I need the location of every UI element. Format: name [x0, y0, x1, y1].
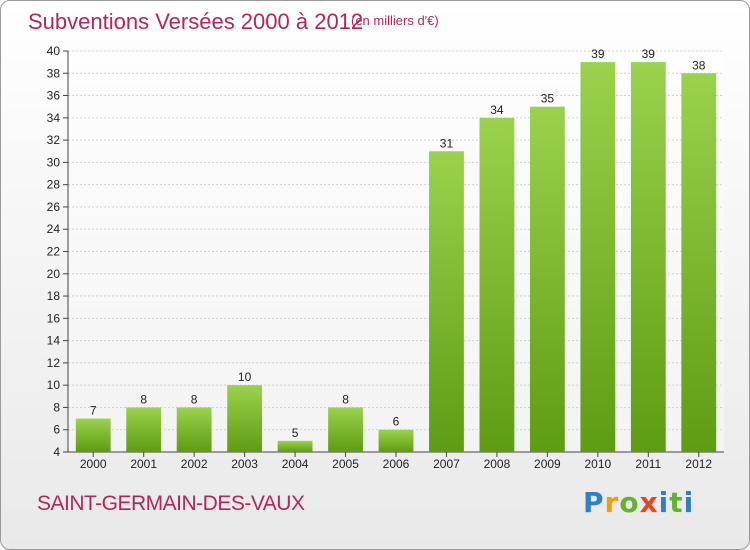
bar	[176, 407, 212, 452]
y-tick-label: 16	[47, 311, 61, 325]
data-label: 39	[642, 47, 656, 61]
y-tick-label: 26	[47, 200, 61, 214]
bar	[227, 385, 263, 452]
y-tick-label: 18	[47, 289, 61, 303]
data-label: 31	[440, 136, 454, 150]
y-tick-label: 20	[47, 267, 61, 281]
x-tick-label: 2003	[231, 457, 258, 471]
bar	[277, 440, 313, 452]
bar	[580, 62, 616, 453]
unit-note: (en milliers d'€)	[351, 13, 439, 28]
x-tick-label: 2008	[484, 457, 511, 471]
x-tick-label: 2007	[433, 457, 460, 471]
logo-letter: i	[658, 486, 670, 519]
bar	[378, 429, 414, 452]
x-tick-label: 2009	[534, 457, 561, 471]
chart-title: Subventions Versées 2000 à 2012	[28, 9, 364, 34]
data-label: 8	[191, 392, 198, 406]
x-tick-label: 2006	[383, 457, 410, 471]
logo-letter: t	[669, 486, 684, 519]
x-tick-label: 2012	[685, 457, 712, 471]
bar	[126, 407, 162, 452]
logo-letter: i	[683, 486, 695, 519]
data-label: 6	[393, 415, 400, 429]
y-tick-label: 32	[47, 133, 61, 147]
bar	[630, 62, 666, 453]
data-label: 5	[292, 426, 299, 440]
y-tick-label: 12	[47, 356, 61, 370]
logo-letter: o	[619, 486, 640, 519]
logo-letter: x	[639, 486, 659, 519]
y-tick-label: 24	[47, 222, 61, 236]
bar	[479, 117, 515, 452]
logo-letter: P	[583, 486, 605, 519]
y-tick-label: 28	[47, 178, 61, 192]
bar	[529, 106, 565, 452]
proxiti-logo: Proxiti	[583, 486, 694, 519]
y-tick-label: 6	[53, 423, 60, 437]
y-tick-label: 10	[47, 378, 61, 392]
y-tick-label: 36	[47, 89, 61, 103]
y-tick-label: 38	[47, 66, 61, 80]
x-tick-label: 2004	[282, 457, 309, 471]
x-tick-label: 2000	[80, 457, 107, 471]
x-tick-label: 2010	[584, 457, 611, 471]
y-tick-label: 34	[47, 111, 61, 125]
data-label: 8	[140, 392, 147, 406]
x-tick-label: 2002	[181, 457, 208, 471]
y-tick-label: 8	[53, 400, 60, 414]
x-tick-label: 2001	[130, 457, 157, 471]
bar	[328, 407, 363, 452]
data-label: 35	[541, 92, 555, 106]
y-tick-label: 14	[47, 334, 61, 348]
data-label: 10	[238, 370, 252, 384]
data-label: 38	[692, 58, 706, 72]
x-tick-label: 2005	[332, 457, 359, 471]
x-tick-label: 2011	[635, 457, 661, 471]
y-tick-label: 4	[53, 445, 60, 459]
data-label: 39	[591, 47, 605, 61]
commune-name: SAINT-GERMAIN-DES-VAUX	[37, 492, 305, 515]
y-tick-label: 30	[47, 155, 61, 169]
bar	[429, 151, 464, 452]
bar	[75, 418, 111, 452]
data-label: 34	[490, 103, 504, 117]
data-label: 8	[342, 392, 349, 406]
y-tick-label: 22	[47, 245, 61, 259]
logo-letter: r	[604, 486, 620, 519]
data-label: 7	[90, 404, 97, 418]
bar	[681, 73, 717, 453]
y-tick-label: 40	[47, 44, 61, 58]
